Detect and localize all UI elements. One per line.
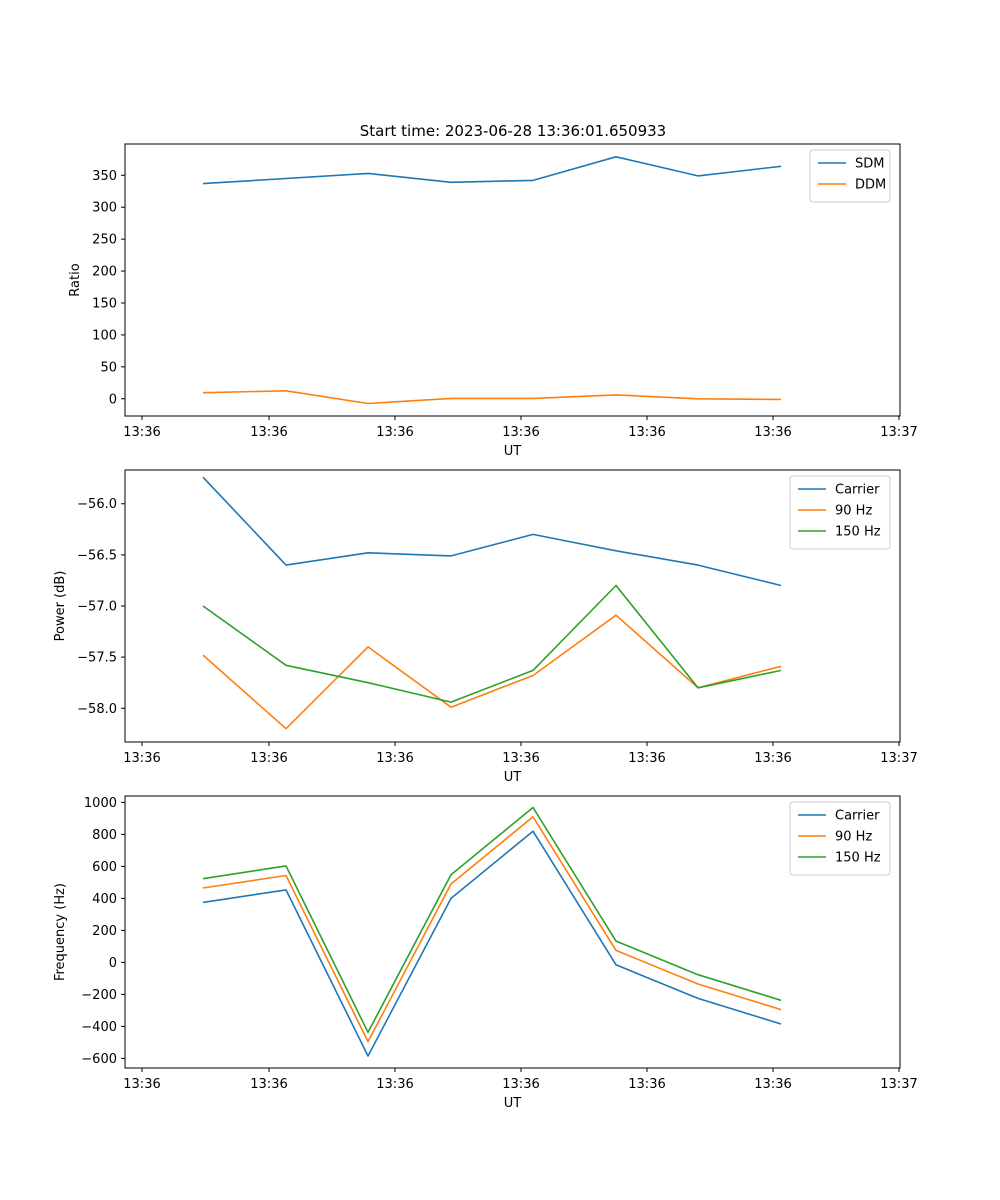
x-axis-label: UT [504, 444, 522, 459]
y-tick-label: 200 [92, 924, 117, 939]
x-tick-label: 13:36 [628, 1077, 665, 1092]
series-line-150-hz [202, 806, 782, 1034]
legend: Carrier 90 Hz 150 Hz [789, 475, 891, 550]
subplot-ratio: 13:36 13:36 13:36 13:36 13:36 13:36 13:37 0 50 10… [68, 143, 918, 459]
y-tick-label: −56.0 [77, 497, 117, 512]
x-tick-label: 13:36 [628, 751, 665, 766]
x-axis-label: UT [504, 770, 522, 785]
y-tick-label: 400 [92, 892, 117, 907]
x-tick-label: 13:37 [880, 751, 917, 766]
y-tick-label: −600 [81, 1052, 117, 1067]
legend-label: Carrier [835, 809, 880, 824]
y-tick-label: −400 [81, 1020, 117, 1035]
x-tick-label: 13:36 [502, 425, 539, 440]
plot-frame [124, 795, 901, 1069]
x-tick-label: 13:37 [880, 425, 917, 440]
y-tick-label: 300 [92, 201, 117, 216]
plot-frame [124, 469, 901, 743]
y-tick-label: −58.0 [77, 702, 117, 717]
legend-label: SDM [855, 157, 884, 172]
x-tick-label: 13:37 [880, 1077, 917, 1092]
x-tick-label: 13:36 [376, 1077, 413, 1092]
y-tick-label: −200 [81, 988, 117, 1003]
y-tick-label: 50 [100, 360, 117, 375]
x-tick-label: 13:36 [250, 1077, 287, 1092]
y-tick-label: −57.0 [77, 600, 117, 615]
x-tick-label: 13:36 [628, 425, 665, 440]
x-tick-label: 13:36 [123, 1077, 160, 1092]
series-line-sdm [202, 156, 782, 185]
y-axis-label: Frequency (Hz) [53, 883, 68, 981]
legend-label: 90 Hz [835, 830, 872, 845]
series-line-carrier [202, 830, 782, 1057]
legend-label: 150 Hz [835, 851, 881, 866]
y-tick-label: 0 [109, 956, 117, 971]
x-tick-label: 13:36 [123, 425, 160, 440]
x-tick-label: 13:36 [502, 1077, 539, 1092]
legend: SDM DDM [809, 149, 891, 203]
legend-label: 90 Hz [835, 504, 872, 519]
y-tick-label: 0 [109, 392, 117, 407]
series-line-90-hz [202, 815, 782, 1043]
series-line-90-hz [202, 614, 782, 730]
x-axis-label: UT [504, 1096, 522, 1111]
x-tick-label: 13:36 [502, 751, 539, 766]
x-tick-label: 13:36 [250, 425, 287, 440]
y-tick-label: −57.5 [77, 651, 117, 666]
y-tick-label: 600 [92, 860, 117, 875]
y-tick-label: 200 [92, 265, 117, 280]
legend-label: 150 Hz [835, 525, 881, 540]
x-tick-label: 13:36 [250, 751, 287, 766]
series-line-ddm [202, 389, 782, 405]
subplot-frequency: 13:36 13:36 13:36 13:36 13:36 13:36 13:37 −600 −… [53, 795, 918, 1111]
y-tick-label: −56.5 [77, 548, 117, 563]
x-tick-label: 13:36 [754, 425, 791, 440]
y-tick-label: 350 [92, 169, 117, 184]
legend-label: DDM [855, 178, 886, 193]
y-tick-label: 250 [92, 233, 117, 248]
plot-frame [124, 143, 901, 417]
y-tick-label: 800 [92, 828, 117, 843]
series-line-carrier [202, 476, 782, 587]
subplot-power: 13:36 13:36 13:36 13:36 13:36 13:36 13:37 −58.0… [53, 469, 918, 785]
chart-title: Start time: 2023-06-28 13:36:01.650933 [360, 122, 666, 140]
y-tick-label: 1000 [84, 796, 117, 811]
x-tick-label: 13:36 [376, 425, 413, 440]
y-axis-label: Ratio [68, 263, 83, 296]
x-tick-label: 13:36 [754, 751, 791, 766]
series-line-150-hz [202, 584, 782, 703]
y-tick-label: 100 [92, 328, 117, 343]
legend-label: Carrier [835, 483, 880, 498]
y-axis-label: Power (dB) [53, 571, 68, 642]
x-tick-label: 13:36 [123, 751, 160, 766]
x-tick-label: 13:36 [376, 751, 413, 766]
x-tick-label: 13:36 [754, 1077, 791, 1092]
legend: Carrier 90 Hz 150 Hz [789, 801, 891, 876]
y-tick-label: 150 [92, 296, 117, 311]
